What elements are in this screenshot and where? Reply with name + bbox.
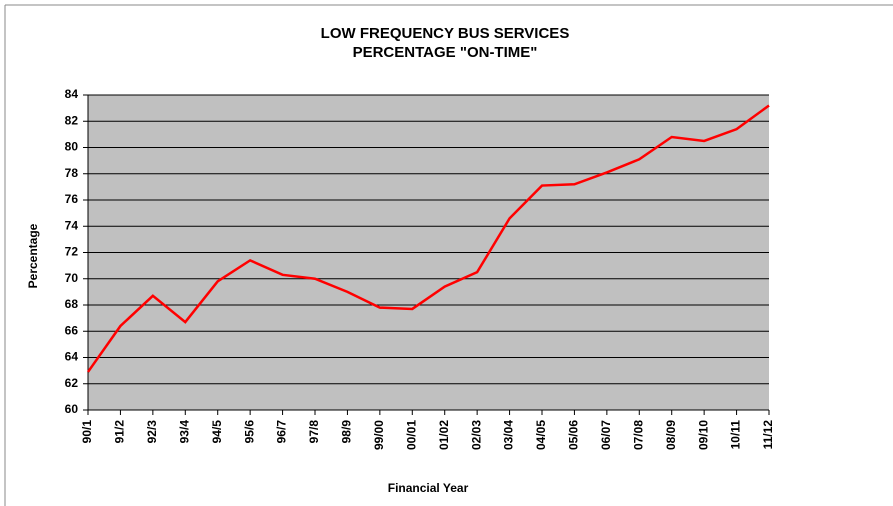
x-tick-label: 95/6 (242, 420, 256, 444)
x-tick-label: 01/02 (437, 420, 451, 450)
x-tick-label: 02/03 (469, 420, 483, 450)
x-tick-label: 99/00 (372, 420, 386, 450)
x-tick-label: 00/01 (404, 420, 418, 450)
y-tick-label: 72 (65, 245, 79, 259)
y-tick-label: 84 (65, 87, 79, 101)
chart-title: LOW FREQUENCY BUS SERVICES (321, 25, 570, 42)
x-tick-label: 93/4 (177, 420, 191, 444)
x-tick-label: 96/7 (275, 420, 289, 444)
x-tick-label: 90/1 (80, 420, 94, 444)
x-tick-label: 97/8 (307, 420, 321, 444)
y-tick-label: 68 (65, 297, 79, 311)
y-tick-label: 60 (65, 402, 79, 416)
x-tick-label: 05/06 (567, 420, 581, 450)
x-tick-label: 07/08 (631, 420, 645, 450)
y-tick-label: 80 (65, 140, 79, 154)
y-axis-label: Percentage (26, 223, 40, 288)
x-tick-label: 10/11 (729, 420, 743, 450)
y-tick-label: 78 (65, 166, 79, 180)
chart-subtitle: PERCENTAGE "ON-TIME" (353, 44, 538, 61)
y-tick-label: 62 (65, 376, 79, 390)
x-tick-label: 09/10 (696, 420, 710, 450)
y-tick-label: 74 (65, 218, 79, 232)
y-tick-label: 64 (65, 350, 79, 364)
x-tick-label: 06/07 (599, 420, 613, 450)
data-line (86, 104, 770, 373)
y-tick-label: 66 (65, 323, 79, 337)
x-tick-label: 04/05 (534, 420, 548, 450)
x-tick-label: 92/3 (145, 420, 159, 444)
y-tick-label: 70 (65, 271, 79, 285)
x-tick-label: 03/04 (502, 420, 516, 450)
x-tick-label: 94/5 (210, 420, 224, 444)
x-tick-label: 98/9 (340, 420, 354, 444)
x-axis-label: Financial Year (388, 481, 469, 495)
x-tick-label: 08/09 (664, 420, 678, 450)
y-tick-label: 82 (65, 113, 79, 127)
x-tick-label: 91/2 (113, 420, 127, 444)
y-tick-label: 76 (65, 192, 79, 206)
x-tick-label: 11/12 (761, 420, 775, 450)
